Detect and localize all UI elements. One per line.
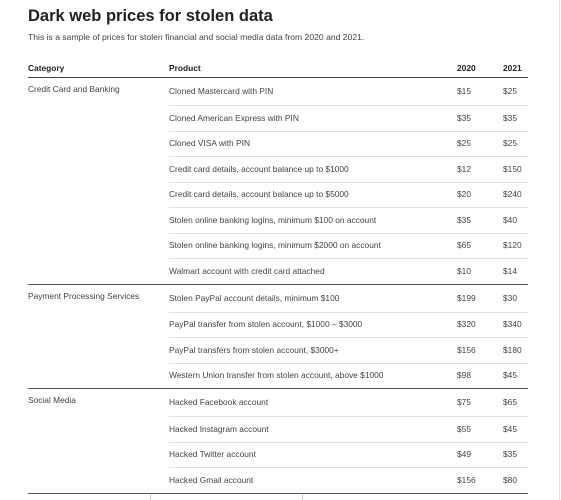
price-2020-cell: $320: [457, 312, 503, 338]
product-cell: Cloned Mastercard with PIN: [169, 77, 457, 106]
price-2020-cell: $75: [457, 388, 503, 417]
price-2020-cell: $25: [457, 131, 503, 157]
table-row: Hacked Twitter account $49 $35: [28, 442, 528, 468]
price-2021-cell: $40: [503, 207, 528, 234]
table-row: Cloned American Express with PIN $35 $35: [28, 105, 528, 132]
price-2021-cell: $25: [503, 77, 528, 106]
page-subtitle: This is a sample of prices for stolen fi…: [28, 32, 365, 42]
table-body: Credit Card and Banking Cloned Mastercard…: [28, 77, 528, 494]
price-2021-cell: $150: [503, 156, 528, 183]
table-row: Credit Card and Banking Cloned Mastercard…: [28, 77, 528, 285]
product-cell: Walmart account with credit card attache…: [169, 258, 457, 285]
price-2021-cell: $35: [503, 442, 528, 468]
price-2021-cell: $25: [503, 131, 528, 157]
category-cell: Payment Processing Services: [28, 284, 169, 389]
price-2021-cell: $65: [503, 388, 528, 417]
table-header-row: Category Product 2020 2021: [28, 58, 528, 78]
product-cell: Stolen online banking logins, minimum $1…: [169, 207, 457, 234]
price-2020-cell: $49: [457, 442, 503, 468]
price-2020-cell: $20: [457, 182, 503, 208]
page-edge-divider: [559, 0, 560, 500]
table-row: Social Media Hacked Facebook account $75 $6…: [28, 388, 528, 494]
product-cell: Cloned VISA with PIN: [169, 131, 457, 157]
table-row: Stolen online banking logins, minimum $2…: [28, 233, 528, 259]
bottom-scroll-ticks: [0, 492, 561, 500]
price-2020-cell: $55: [457, 416, 503, 443]
table-row: Cloned VISA with PIN $25 $25: [28, 131, 528, 157]
product-cell: PayPal transfers from stolen account, $3…: [169, 337, 457, 364]
table-row: Credit card details, account balance up …: [28, 182, 528, 208]
price-2021-cell: $80: [503, 467, 528, 494]
page-title: Dark web prices for stolen data: [28, 7, 273, 25]
price-2021-cell: $45: [503, 416, 528, 443]
product-cell: Stolen online banking logins, minimum $2…: [169, 233, 457, 259]
price-2021-cell: $180: [503, 337, 528, 364]
tick-mark: [302, 494, 303, 500]
product-cell: Stolen PayPal account details, minimum $…: [169, 284, 457, 313]
category-cell: Social Media: [28, 388, 169, 494]
table-row: PayPal transfer from stolen account, $10…: [28, 312, 528, 338]
column-header-product: Product: [169, 58, 457, 78]
tick-mark: [150, 494, 151, 500]
table-row: Western Union transfer from stolen accou…: [28, 363, 528, 389]
price-2020-cell: $10: [457, 258, 503, 285]
table-row: Credit card details, account balance up …: [28, 156, 528, 183]
price-2020-cell: $65: [457, 233, 503, 259]
product-cell: Cloned American Express with PIN: [169, 105, 457, 132]
table-row: Walmart account with credit card attache…: [28, 258, 528, 285]
price-2020-cell: $98: [457, 363, 503, 389]
price-2021-cell: $14: [503, 258, 528, 285]
price-2020-cell: $35: [457, 105, 503, 132]
price-2021-cell: $35: [503, 105, 528, 132]
price-2020-cell: $199: [457, 284, 503, 313]
table-row: Payment Processing Services Stolen PayPal…: [28, 284, 528, 389]
table-row: Hacked Instagram account $55 $45: [28, 416, 528, 443]
price-2020-cell: $156: [457, 337, 503, 364]
price-2020-cell: $15: [457, 77, 503, 106]
price-2021-cell: $120: [503, 233, 528, 259]
price-table-card: Dark web prices for stolen data This is …: [28, 0, 528, 494]
price-2021-cell: $340: [503, 312, 528, 338]
price-2020-cell: $12: [457, 156, 503, 183]
price-2020-cell: $35: [457, 207, 503, 234]
column-header-category: Category: [28, 58, 169, 78]
product-cell: Western Union transfer from stolen accou…: [169, 363, 457, 389]
price-2021-cell: $45: [503, 363, 528, 389]
product-cell: Hacked Instagram account: [169, 416, 457, 443]
product-cell: Credit card details, account balance up …: [169, 156, 457, 183]
product-cell: Hacked Twitter account: [169, 442, 457, 468]
product-cell: Hacked Facebook account: [169, 388, 457, 417]
price-2021-cell: $30: [503, 284, 528, 313]
table-row: Hacked Gmail account $156 $80: [28, 467, 528, 494]
column-header-2021: 2021: [503, 58, 528, 78]
price-2021-cell: $240: [503, 182, 528, 208]
prices-table: Category Product 2020 2021 Credit Card a…: [28, 58, 528, 494]
product-cell: Hacked Gmail account: [169, 467, 457, 494]
table-row: PayPal transfers from stolen account, $3…: [28, 337, 528, 364]
product-cell: Credit card details, account balance up …: [169, 182, 457, 208]
price-2020-cell: $156: [457, 467, 503, 494]
table-row: Stolen online banking logins, minimum $1…: [28, 207, 528, 234]
product-cell: PayPal transfer from stolen account, $10…: [169, 312, 457, 338]
category-cell: Credit Card and Banking: [28, 77, 169, 285]
column-header-2020: 2020: [457, 58, 503, 78]
